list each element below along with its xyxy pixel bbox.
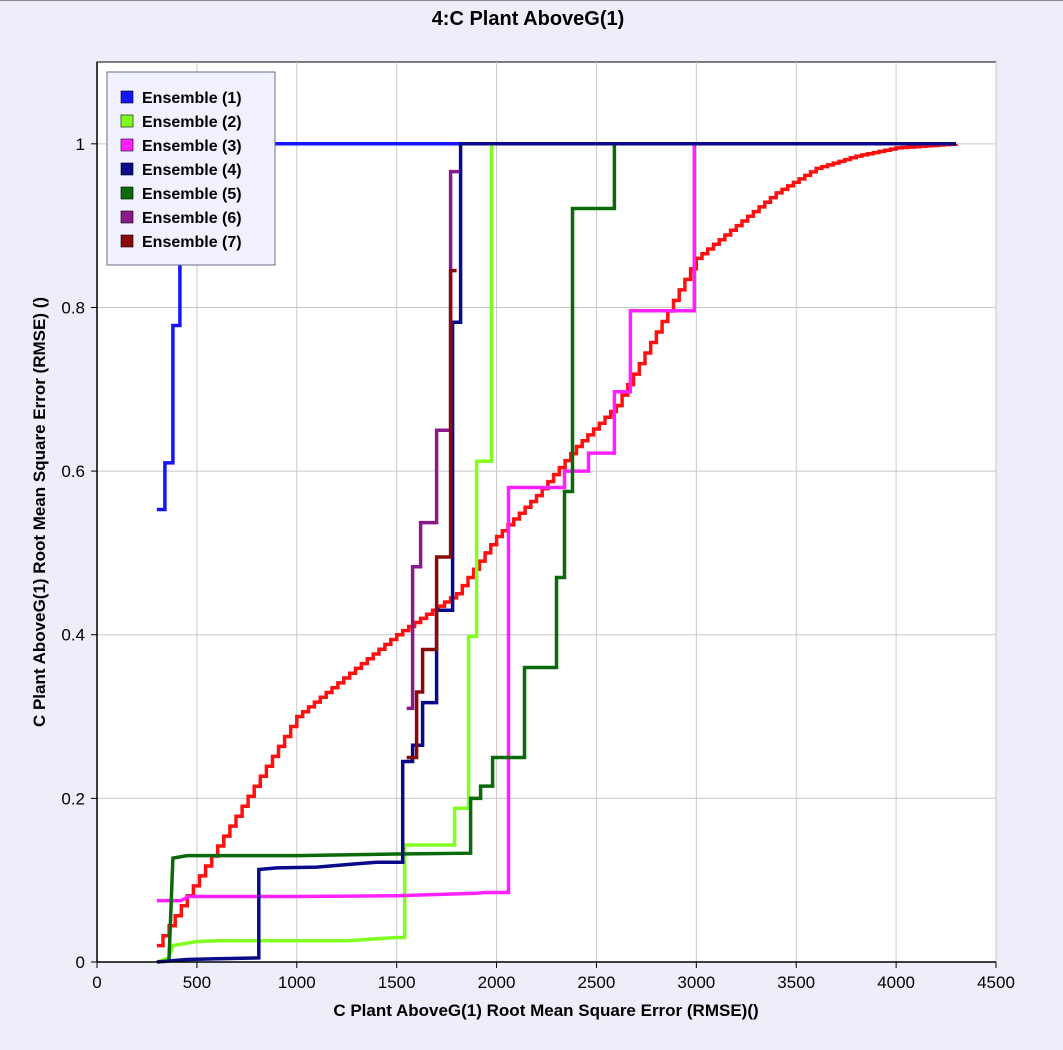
y-axis-label: C Plant AboveG(1) Root Mean Square Error… xyxy=(30,297,49,727)
series-line-ensemble-7 xyxy=(406,268,457,760)
legend-label: Ensemble (3) xyxy=(142,138,242,155)
legend-label: Ensemble (5) xyxy=(142,186,242,203)
legend-swatch xyxy=(120,234,134,248)
legend-label: Ensemble (7) xyxy=(142,234,242,251)
y-ticks: 0 0.2 0.4 0.6 0.8 1 xyxy=(61,135,97,972)
series-line-ensemble-2 xyxy=(156,142,956,964)
x-tick-label: 4000 xyxy=(877,973,915,992)
y-tick-label: 1 xyxy=(76,135,85,154)
series-line-reference xyxy=(156,142,958,948)
x-tick-label: 2500 xyxy=(578,973,616,992)
window-top-border xyxy=(0,0,1063,1)
series-line-ensemble-3 xyxy=(156,142,956,903)
x-tick-label: 2000 xyxy=(478,973,516,992)
legend-swatch xyxy=(120,138,134,152)
x-tick-label: 1000 xyxy=(278,973,316,992)
legend-label: Ensemble (4) xyxy=(142,162,242,179)
legend-label: Ensemble (2) xyxy=(142,114,242,131)
legend-swatch xyxy=(120,210,134,224)
series-line-ensemble-4 xyxy=(156,142,956,964)
x-tick-label: 3500 xyxy=(777,973,815,992)
legend-label: Ensemble (6) xyxy=(142,210,242,227)
x-ticks: 0 500 1000 1500 2000 2500 3000 3500 4000 4500 xyxy=(92,962,1015,992)
x-tick-label: 4500 xyxy=(977,973,1015,992)
legend-swatch xyxy=(120,162,134,176)
y-tick-label: 0.2 xyxy=(61,789,85,808)
legend-label: Ensemble (1) xyxy=(142,90,242,107)
legend-box xyxy=(106,71,276,266)
y-tick-label: 0.6 xyxy=(61,462,85,481)
legend-swatch xyxy=(120,90,134,104)
x-tick-label: 1500 xyxy=(378,973,416,992)
x-tick-label: 500 xyxy=(183,973,211,992)
x-axis-label: C Plant AboveG(1) Root Mean Square Error… xyxy=(333,1001,758,1020)
chart-title: 4:C Plant AboveG(1) xyxy=(432,8,625,30)
legend: Ensemble (1) Ensemble (2) Ensemble (3) Ense… xyxy=(106,71,276,266)
legend-swatch xyxy=(120,114,134,128)
series-group xyxy=(156,142,958,964)
series-line-ensemble-5 xyxy=(167,142,956,963)
y-tick-label: 0.8 xyxy=(61,298,85,317)
legend-swatch xyxy=(120,186,134,200)
y-tick-label: 0.4 xyxy=(61,626,85,645)
y-tick-label: 0 xyxy=(76,953,85,972)
x-tick-label: 0 xyxy=(92,973,101,992)
x-tick-label: 3000 xyxy=(677,973,715,992)
